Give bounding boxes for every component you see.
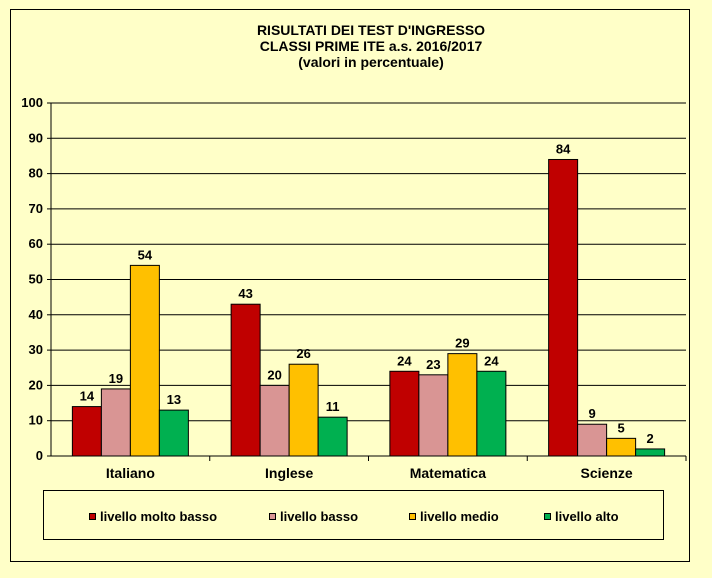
bar — [389, 370, 420, 457]
legend-swatch-molto-basso — [89, 513, 96, 520]
legend-swatch-medio — [409, 513, 416, 520]
x-category-label: Scienze — [581, 465, 633, 481]
data-label: 23 — [426, 357, 440, 372]
chart-title: RISULTATI DEI TEST D'INGRESSO CLASSI PRI… — [0, 22, 712, 70]
bar — [259, 384, 290, 457]
legend-item-medio: livello medio — [409, 509, 499, 524]
data-label: 24 — [484, 353, 499, 368]
x-category-label: Matematica — [410, 465, 486, 481]
legend-item-basso: livello basso — [269, 509, 358, 524]
y-tick-label: 80 — [29, 166, 43, 181]
data-label: 19 — [109, 371, 123, 386]
data-label: 14 — [80, 389, 95, 404]
x-category-label: Inglese — [265, 465, 313, 481]
legend-swatch-alto — [544, 513, 551, 520]
bar — [577, 423, 608, 457]
bar — [606, 437, 637, 457]
y-tick-label: 50 — [29, 272, 43, 287]
legend-label-medio: livello medio — [420, 509, 499, 524]
y-tick-label: 60 — [29, 236, 43, 251]
chart-title-line-2: CLASSI PRIME ITE a.s. 2016/2017 — [259, 38, 483, 54]
bar — [317, 416, 348, 457]
y-tick-label: 10 — [29, 413, 43, 428]
chart-title-line-3: (valori in percentuale) — [298, 54, 444, 70]
bar — [548, 158, 579, 457]
data-label: 29 — [455, 336, 469, 351]
data-label: 26 — [296, 346, 310, 361]
legend-swatch-basso — [269, 513, 276, 520]
y-tick-label: 30 — [29, 342, 43, 357]
data-label: 9 — [589, 406, 596, 421]
bar — [288, 363, 319, 457]
data-label: 20 — [267, 367, 281, 382]
legend-label-alto: livello alto — [555, 509, 619, 524]
legend-label-molto-basso: livello molto basso — [100, 509, 218, 524]
bar — [100, 388, 131, 457]
data-label: 13 — [167, 392, 181, 407]
chart-legend: livello molto basso livello basso livell… — [43, 490, 664, 540]
y-tick-label: 20 — [29, 377, 43, 392]
y-tick-label: 40 — [29, 307, 43, 322]
bar — [230, 303, 261, 457]
x-category-label: Italiano — [106, 465, 155, 481]
chart-title-line-1: RISULTATI DEI TEST D'INGRESSO — [256, 22, 486, 38]
y-tick-label: 0 — [36, 448, 43, 463]
bar — [635, 448, 666, 457]
bar — [418, 374, 449, 457]
data-label: 11 — [326, 399, 340, 414]
y-tick-label: 100 — [21, 95, 43, 110]
data-label: 54 — [138, 247, 153, 262]
bar — [71, 406, 102, 457]
bar — [476, 370, 507, 457]
bar — [158, 409, 189, 457]
bar — [129, 264, 160, 457]
y-tick-label: 90 — [29, 130, 43, 145]
data-label: 2 — [647, 431, 654, 446]
data-label: 5 — [618, 420, 625, 435]
legend-label-basso: livello basso — [280, 509, 359, 524]
legend-item-alto: livello alto — [544, 509, 619, 524]
data-label: 24 — [397, 353, 412, 368]
data-label: 43 — [238, 286, 252, 301]
data-label: 84 — [556, 141, 571, 156]
legend-item-molto-basso: livello molto basso — [89, 509, 217, 524]
bar — [447, 353, 478, 457]
y-tick-label: 70 — [29, 201, 43, 216]
